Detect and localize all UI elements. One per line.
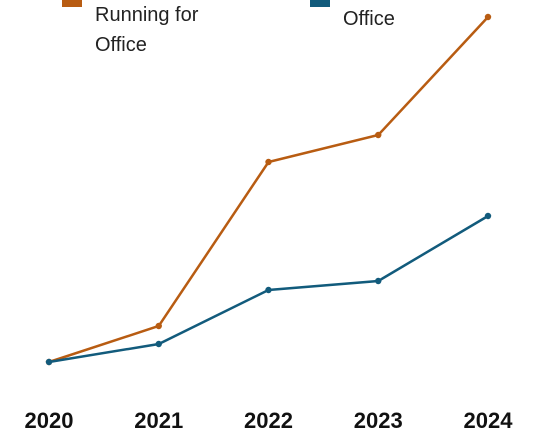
x-tick-label: 2024 xyxy=(464,408,514,433)
point xyxy=(265,158,272,166)
x-tick-label: 2022 xyxy=(244,408,293,433)
point xyxy=(155,322,162,330)
point xyxy=(45,358,53,366)
line xyxy=(48,16,489,364)
legend-label: Running for Office xyxy=(95,4,199,56)
x-tick-label: 2023 xyxy=(354,408,403,433)
point xyxy=(484,212,492,220)
legend-swatch xyxy=(62,0,82,7)
point xyxy=(375,277,382,285)
point xyxy=(484,13,492,21)
x-tick-label: 2020 xyxy=(25,408,74,433)
legend-label: Office xyxy=(343,8,395,30)
legend-swatch xyxy=(310,0,330,7)
point xyxy=(155,340,162,348)
point xyxy=(375,131,382,139)
x-tick-label: 2021 xyxy=(134,408,183,433)
point xyxy=(265,286,272,294)
